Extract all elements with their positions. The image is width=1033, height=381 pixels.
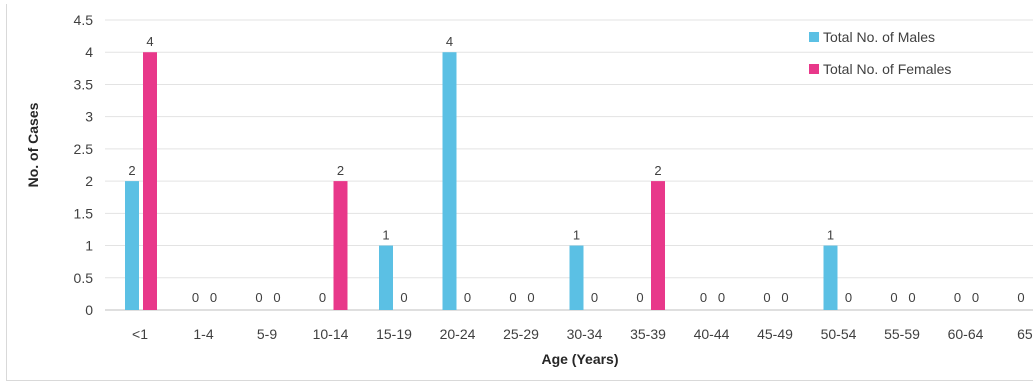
x-tick-label: 1-4 (193, 326, 213, 342)
bar-females (651, 181, 665, 310)
legend-label-males: Total No. of Males (823, 29, 935, 45)
data-label-males: 1 (827, 228, 834, 243)
bar-females (143, 52, 157, 310)
bar-males (379, 245, 393, 310)
data-label-males: 1 (573, 228, 580, 243)
x-tick-label: 45-49 (757, 326, 793, 342)
bars (125, 52, 838, 310)
bar-females (333, 181, 348, 310)
data-label-males: 0 (890, 290, 897, 305)
data-label-males: 0 (763, 290, 770, 305)
data-label-females: 0 (527, 290, 534, 305)
bar-males (442, 52, 457, 310)
y-tick-label: 4 (85, 44, 93, 60)
data-labels: 240000021040001002000010000000 (128, 34, 1024, 305)
data-label-males: 0 (319, 290, 326, 305)
data-label-males: 0 (954, 290, 961, 305)
data-label-females: 0 (591, 290, 598, 305)
x-tick-label: 35-39 (630, 326, 666, 342)
x-tick-label: 65+ (1017, 326, 1033, 342)
y-tick-label: 1.5 (74, 205, 94, 221)
y-tick-label: 4.5 (74, 12, 94, 28)
bar-males (823, 245, 838, 310)
x-tick-label: 20-24 (440, 326, 476, 342)
x-tick-label: <1 (132, 326, 148, 342)
gridlines (105, 19, 1033, 311)
y-axis-ticks: 0 0.5 1 1.5 2 2.5 3 3.5 4 4.5 (74, 12, 94, 318)
bar-males (569, 245, 584, 310)
x-tick-label: 50-54 (821, 326, 857, 342)
data-label-females: 0 (400, 290, 407, 305)
x-tick-label: 25-29 (503, 326, 539, 342)
data-label-males: 0 (509, 290, 516, 305)
data-label-females: 0 (273, 290, 280, 305)
data-label-males: 1 (382, 228, 389, 243)
data-label-females: 2 (337, 163, 344, 178)
x-tick-label: 5-9 (257, 326, 277, 342)
data-label-females: 0 (718, 290, 725, 305)
y-tick-label: 0.5 (74, 270, 94, 286)
data-label-females: 0 (845, 290, 852, 305)
x-tick-label: 15-19 (376, 326, 412, 342)
x-tick-label: 60-64 (948, 326, 984, 342)
data-label-females: 0 (781, 290, 788, 305)
y-tick-label: 2.5 (74, 141, 94, 157)
x-tick-label: 55-59 (884, 326, 920, 342)
data-label-females: 0 (210, 290, 217, 305)
x-axis-title: Age (Years) (541, 351, 618, 367)
x-tick-label: 10-14 (313, 326, 349, 342)
bar-males (125, 181, 139, 310)
data-label-males: 0 (636, 290, 643, 305)
data-label-males: 4 (446, 34, 453, 49)
x-axis-ticks: <1 1-4 5-9 10-14 15-19 20-24 25-29 30-34 35-39 40… (132, 326, 1033, 342)
legend: Total No. of Males Total No. of Females (809, 29, 951, 77)
data-label-males: 0 (255, 290, 262, 305)
data-label-females: 2 (654, 163, 661, 178)
y-axis-title: No. of Cases (25, 102, 41, 187)
y-tick-label: 3 (85, 109, 93, 125)
data-label-males: 2 (128, 163, 135, 178)
data-label-females: 0 (972, 290, 979, 305)
legend-swatch-females (809, 64, 819, 74)
x-tick-label: 40-44 (694, 326, 730, 342)
x-tick-label: 30-34 (567, 326, 603, 342)
y-tick-label: 3.5 (74, 76, 94, 92)
data-label-females: 4 (146, 34, 153, 49)
data-label-females: 0 (908, 290, 915, 305)
data-label-males: 0 (192, 290, 199, 305)
legend-label-females: Total No. of Females (823, 61, 951, 77)
data-label-males: 0 (700, 290, 707, 305)
legend-swatch-males (809, 32, 819, 42)
y-tick-label: 2 (85, 173, 93, 189)
data-label-females: 0 (464, 290, 471, 305)
data-label-males: 0 (1017, 290, 1024, 305)
y-tick-label: 1 (85, 238, 93, 254)
y-tick-label: 0 (85, 302, 93, 318)
